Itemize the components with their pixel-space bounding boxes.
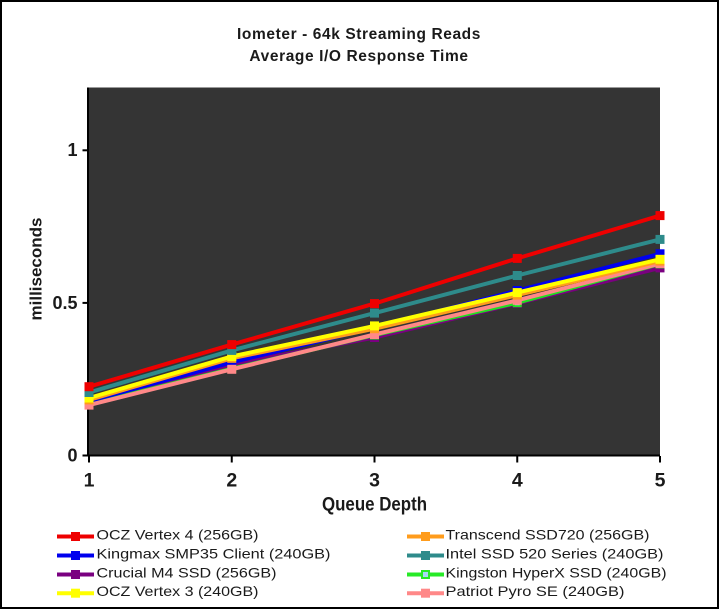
svg-text:Iometer - 64k Streaming Reads: Iometer - 64k Streaming Reads	[237, 26, 481, 43]
svg-text:Kingston HyperX SSD (240GB): Kingston HyperX SSD (240GB)	[446, 565, 667, 581]
svg-text:5: 5	[655, 470, 666, 492]
svg-text:milliseconds: milliseconds	[27, 218, 46, 321]
svg-text:Kingmax SMP35 Client (240GB): Kingmax SMP35 Client (240GB)	[97, 546, 331, 562]
svg-text:1: 1	[84, 470, 95, 492]
svg-text:1: 1	[67, 140, 77, 160]
svg-text:OCZ Vertex 3 (240GB): OCZ Vertex 3 (240GB)	[97, 583, 259, 599]
svg-text:3: 3	[369, 470, 380, 492]
svg-text:Patriot Pyro SE (240GB): Patriot Pyro SE (240GB)	[446, 583, 625, 599]
svg-text:Transcend SSD720 (256GB): Transcend SSD720 (256GB)	[446, 527, 650, 543]
svg-text:0: 0	[67, 446, 77, 466]
svg-text:OCZ Vertex 4 (256GB): OCZ Vertex 4 (256GB)	[97, 527, 259, 543]
svg-text:Crucial M4 SSD (256GB): Crucial M4 SSD (256GB)	[97, 565, 277, 581]
svg-text:2: 2	[226, 470, 237, 492]
svg-text:Queue Depth: Queue Depth	[322, 495, 427, 516]
svg-text:Intel SSD 520 Series (240GB): Intel SSD 520 Series (240GB)	[446, 546, 664, 562]
svg-text:0.5: 0.5	[52, 293, 77, 313]
svg-text:4: 4	[512, 470, 523, 492]
svg-text:Average I/O Response Time: Average I/O Response Time	[249, 48, 468, 65]
